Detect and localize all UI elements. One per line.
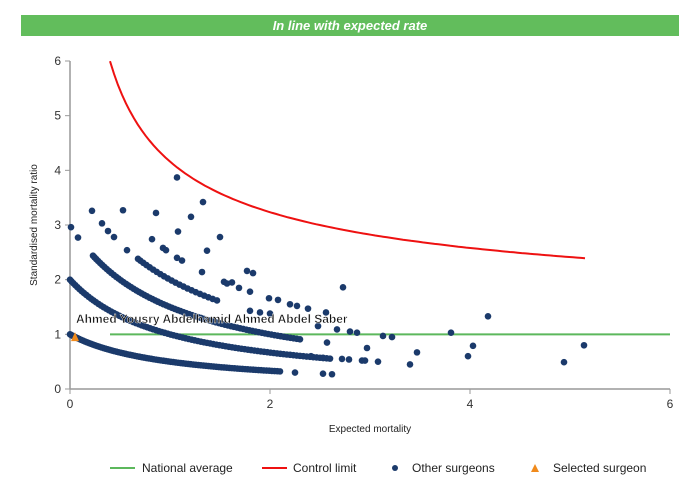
other-surgeon-point	[345, 356, 353, 363]
y-tick-label: 3	[54, 218, 61, 232]
other-surgeon-point	[304, 305, 312, 312]
selected-surgeon-label: Ahmed Yousry Abdelhamid Ahmed Abdel Sabe…	[76, 312, 348, 326]
other-surgeon-point	[346, 328, 354, 335]
selected-surgeon-point	[71, 332, 79, 342]
y-tick-label: 2	[54, 273, 61, 287]
other-surgeon-point	[274, 296, 282, 304]
other-surgeon-point	[413, 349, 421, 356]
x-axis-label: Expected mortality	[329, 424, 411, 435]
other-surgeon-point	[580, 341, 588, 349]
legend-others-label: Other surgeons	[412, 461, 495, 475]
other-surgeon-point	[326, 355, 334, 362]
other-surgeon-point	[216, 233, 224, 241]
other-surgeon-point	[293, 302, 301, 310]
other-surgeon-point	[246, 307, 254, 315]
other-surgeon-point	[203, 247, 211, 254]
y-tick-label: 5	[54, 109, 61, 123]
other-surgeon-point	[328, 370, 336, 378]
other-surgeon-point	[266, 310, 274, 317]
other-surgeon-point	[223, 280, 231, 287]
y-tick-label: 1	[54, 327, 61, 341]
other-surgeon-point	[447, 329, 455, 336]
legend: National average Control limit Other sur…	[110, 461, 646, 475]
other-surgeon-point	[286, 300, 294, 308]
control-limit-line	[109, 60, 586, 260]
other-surgeon-point	[333, 326, 341, 333]
other-surgeon-point	[235, 284, 243, 292]
other-surgeon-point	[119, 206, 127, 214]
y-axis-label: Standardised mortality ratio	[29, 164, 40, 286]
other-surgeon-point	[246, 288, 254, 295]
other-surgeon-point	[560, 358, 568, 366]
other-surgeon-point	[469, 342, 477, 350]
other-surgeon-point	[88, 207, 96, 215]
other-surgeon-point	[74, 234, 82, 241]
other-surgeon-point	[338, 355, 346, 363]
legend-selected-swatch	[531, 464, 539, 472]
other-surgeon-point	[178, 257, 186, 264]
other-surgeon-point	[322, 309, 330, 316]
other-surgeon-point	[361, 357, 369, 364]
other-surgeon-point	[379, 332, 387, 340]
other-surgeon-point	[339, 284, 347, 291]
other-surgeon-point	[307, 352, 315, 360]
other-surgeon-point	[353, 329, 361, 336]
other-surgeon-point	[174, 228, 182, 235]
other-surgeon-point	[110, 233, 118, 241]
other-surgeon-point	[374, 358, 382, 365]
other-surgeon-point	[291, 369, 299, 376]
other-surgeon-point	[243, 267, 251, 275]
other-surgeon-point	[213, 297, 221, 304]
other-surgeon-point	[323, 339, 331, 346]
legend-others-swatch	[392, 465, 398, 471]
other-surgeon-point	[276, 368, 284, 375]
other-surgeon-point	[199, 198, 207, 206]
other-surgeon-point	[388, 333, 396, 341]
other-surgeon-point	[67, 223, 75, 231]
legend-selected-label: Selected surgeon	[553, 461, 646, 475]
y-tick-label: 6	[54, 54, 61, 68]
other-surgeon-point	[98, 220, 106, 227]
other-surgeon-point	[265, 294, 273, 302]
other-surgeon-point	[484, 312, 492, 320]
other-surgeon-point	[152, 209, 160, 217]
other-surgeon-point	[162, 246, 170, 254]
other-surgeon-point	[319, 370, 327, 377]
other-surgeon-point	[123, 246, 131, 254]
other-surgeon-point	[187, 213, 195, 221]
other-surgeon-point	[363, 344, 371, 352]
x-tick-label: 2	[267, 397, 274, 411]
legend-national-label: National average	[142, 461, 233, 475]
other-surgeon-point	[173, 254, 181, 262]
other-surgeon-point	[296, 336, 304, 343]
other-surgeon-point	[198, 268, 206, 276]
other-surgeon-point	[228, 279, 236, 286]
y-tick-label: 0	[54, 382, 61, 396]
marks	[66, 60, 670, 378]
status-banner: In line with expected rate	[21, 15, 679, 36]
other-surgeon-point	[464, 352, 472, 360]
other-surgeon-point	[173, 174, 181, 181]
legend-control-label: Control limit	[293, 461, 357, 475]
other-surgeon-point	[148, 235, 156, 243]
x-tick-label: 6	[667, 397, 674, 411]
other-surgeon-point	[104, 227, 112, 235]
other-surgeon-point	[256, 309, 264, 316]
other-surgeon-point	[249, 269, 257, 277]
other-surgeon-point	[406, 361, 414, 368]
x-tick-label: 0	[67, 397, 74, 411]
y-tick-label: 4	[54, 163, 61, 177]
other-surgeon-point	[314, 322, 322, 330]
other-surgeon-point	[319, 354, 327, 362]
x-tick-label: 4	[467, 397, 474, 411]
